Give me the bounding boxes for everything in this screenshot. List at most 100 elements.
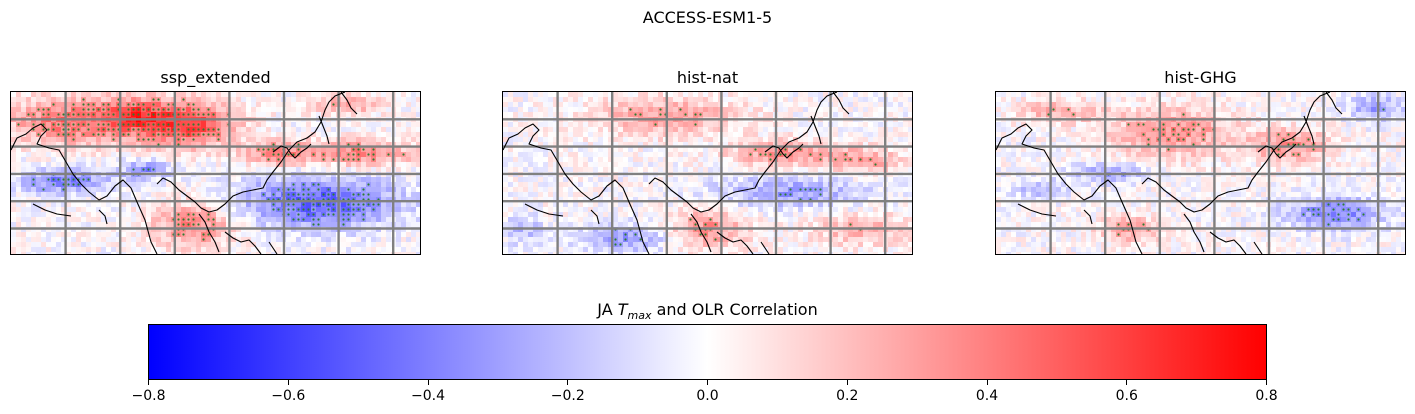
heatmap-cell	[261, 132, 267, 138]
heatmap-cell	[381, 187, 387, 193]
heatmap-cell	[296, 252, 302, 254]
heatmap-cell	[643, 102, 649, 108]
heatmap-cell	[251, 107, 257, 113]
heatmap-cell	[813, 137, 819, 143]
heatmap-cell	[211, 212, 217, 218]
heatmap-cell	[783, 122, 789, 128]
heatmap-cell	[56, 197, 62, 203]
heatmap-cell	[31, 237, 37, 243]
heatmap-cell	[623, 197, 629, 203]
heatmap-cell	[638, 177, 644, 183]
heatmap-cell	[578, 132, 584, 138]
heatmap-cell	[728, 167, 734, 173]
heatmap-cell	[738, 142, 744, 148]
heatmap-cell	[276, 167, 282, 173]
heatmap-cell	[658, 122, 664, 128]
heatmap-cell	[658, 102, 664, 108]
heatmap-cell	[311, 137, 317, 143]
heatmap-cell	[316, 192, 322, 198]
heatmap-cell	[41, 182, 47, 188]
stipple-dot	[147, 168, 150, 171]
heatmap-cell	[406, 237, 412, 243]
heatmap-cell	[518, 177, 524, 183]
heatmap-cell	[291, 102, 297, 108]
heatmap-cell	[411, 192, 417, 198]
heatmap-cell	[381, 227, 387, 233]
heatmap-cell	[528, 167, 534, 173]
heatmap-cell	[71, 247, 77, 253]
heatmap-cell	[31, 132, 37, 138]
heatmap-cell	[713, 92, 719, 98]
heatmap-cell	[893, 197, 899, 203]
heatmap-cell	[231, 167, 237, 173]
heatmap-cell	[376, 97, 382, 103]
heatmap-cell	[898, 187, 904, 193]
heatmap-cell	[211, 197, 217, 203]
stipple-dot	[72, 133, 75, 136]
heatmap-cell	[341, 147, 347, 153]
heatmap-cell	[136, 182, 142, 188]
heatmap-cell	[713, 157, 719, 163]
stipple-dot	[77, 183, 80, 186]
heatmap-cell	[161, 187, 167, 193]
heatmap-cell	[523, 137, 529, 143]
heatmap-cell	[853, 167, 859, 173]
heatmap-cell	[648, 107, 654, 113]
heatmap-cell	[231, 102, 237, 108]
heatmap-cell	[121, 222, 127, 228]
heatmap-cell	[166, 192, 172, 198]
heatmap-cell	[406, 202, 412, 208]
heatmap-cell	[296, 247, 302, 253]
heatmap-cell	[748, 112, 754, 118]
heatmap-cell	[833, 137, 839, 143]
heatmap-cell	[266, 192, 272, 198]
heatmap-cell	[401, 112, 407, 118]
heatmap-cell	[608, 152, 614, 158]
heatmap-cell	[778, 177, 784, 183]
heatmap-cell	[141, 177, 147, 183]
heatmap-cell	[868, 147, 874, 153]
heatmap-cell	[416, 212, 420, 218]
heatmap-cell	[838, 102, 844, 108]
heatmap-cell	[548, 122, 554, 128]
heatmap-cell	[381, 157, 387, 163]
stipple-dot	[347, 218, 350, 221]
heatmap-cell	[326, 97, 332, 103]
heatmap-cell	[21, 152, 27, 158]
heatmap-cell	[96, 157, 102, 163]
stipple-dot	[57, 123, 60, 126]
heatmap-cell	[878, 122, 884, 128]
heatmap-cell	[246, 242, 252, 248]
heatmap-cell	[201, 162, 207, 168]
heatmap-cell	[121, 217, 127, 223]
heatmap-cell	[878, 102, 884, 108]
heatmap-cell	[261, 222, 267, 228]
heatmap-cell	[331, 147, 337, 153]
heatmap-cell	[768, 147, 774, 153]
heatmap-cell	[11, 167, 17, 173]
heatmap-cell	[653, 147, 659, 153]
heatmap-cell	[733, 147, 739, 153]
heatmap-cell	[643, 192, 649, 198]
heatmap-cell	[538, 92, 544, 98]
heatmap-cell	[116, 92, 122, 98]
heatmap-cell	[41, 247, 47, 253]
heatmap-cell	[291, 247, 297, 253]
heatmap-cell	[131, 137, 137, 143]
heatmap-cell	[76, 107, 82, 113]
heatmap-cell	[613, 182, 619, 188]
heatmap-cell	[508, 202, 514, 208]
heatmap-cell	[286, 142, 292, 148]
heatmap-cell	[191, 227, 197, 233]
heatmap-cell	[186, 147, 192, 153]
heatmap-cell	[161, 152, 167, 158]
heatmap-cell	[698, 147, 704, 153]
heatmap-cell	[326, 177, 332, 183]
heatmap-cell	[256, 197, 262, 203]
heatmap-cell	[703, 142, 709, 148]
heatmap-cell	[36, 182, 42, 188]
heatmap-cell	[778, 92, 784, 98]
heatmap-cell	[201, 192, 207, 198]
heatmap-cell	[381, 112, 387, 118]
heatmap-cell	[356, 167, 362, 173]
